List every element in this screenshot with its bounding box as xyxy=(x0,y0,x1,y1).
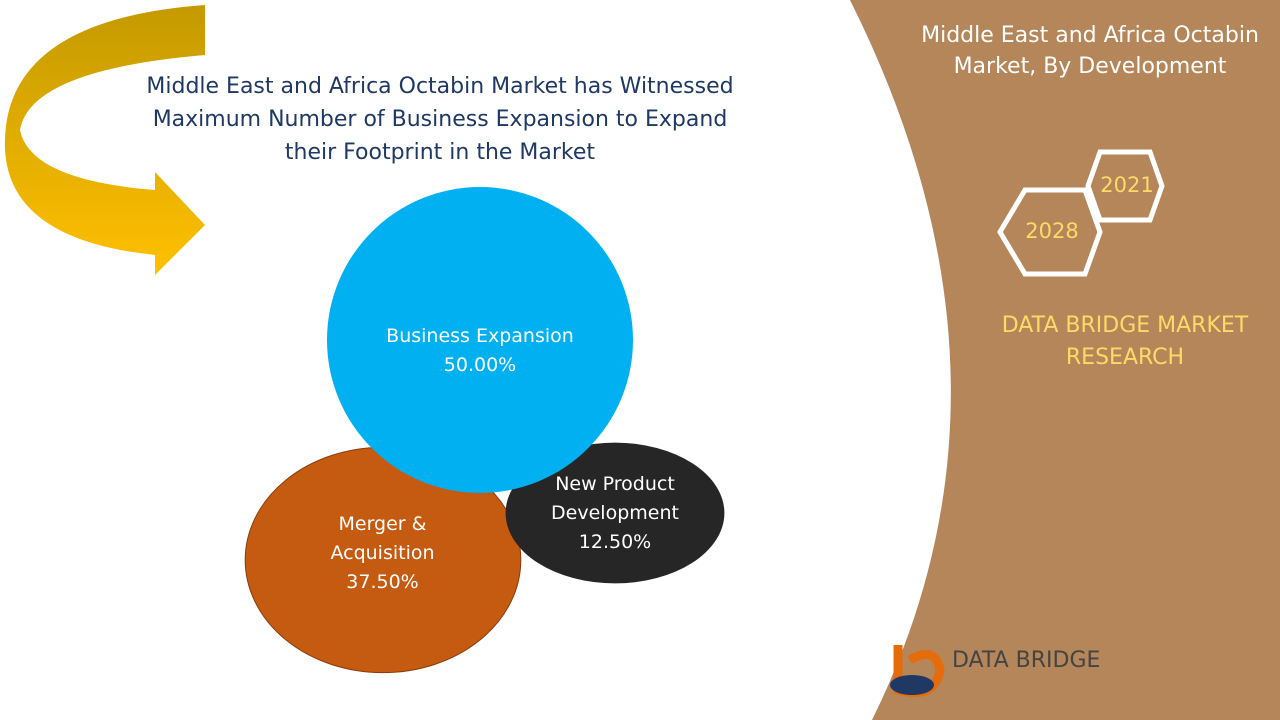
side-panel xyxy=(850,0,1280,720)
brand: DATA BRIDGE MARKET RESEARCH xyxy=(1001,313,1249,370)
year: 2028 xyxy=(1025,219,1079,243)
value-label: 12.50% xyxy=(578,531,652,553)
bubble xyxy=(327,187,633,493)
hexagon xyxy=(997,187,1103,277)
value-label: 37.50% xyxy=(346,571,419,593)
bubble-label: New Product Development 12.50% xyxy=(535,470,695,557)
hexagon xyxy=(1085,149,1165,223)
bubble-label: Merger & Acquisition 37.50% xyxy=(300,510,465,597)
year: 2021 xyxy=(1100,173,1154,197)
value-label: 50.00% xyxy=(443,354,517,376)
category-name: Merger & Acquisition xyxy=(330,513,435,564)
logo-text: DATA BRIDGE xyxy=(952,648,1101,673)
arrow xyxy=(4,5,206,275)
category-name: New Product Development xyxy=(551,473,679,524)
side-title: Middle East and Africa Octabin Market, B… xyxy=(921,23,1259,79)
logo-icon xyxy=(890,645,945,697)
bubble xyxy=(505,442,725,584)
bubble-label: Business Expansion 50.00% xyxy=(380,322,580,380)
category-name: Business Expansion xyxy=(386,325,574,347)
title: Middle East and Africa Octabin Market ha… xyxy=(146,74,734,165)
